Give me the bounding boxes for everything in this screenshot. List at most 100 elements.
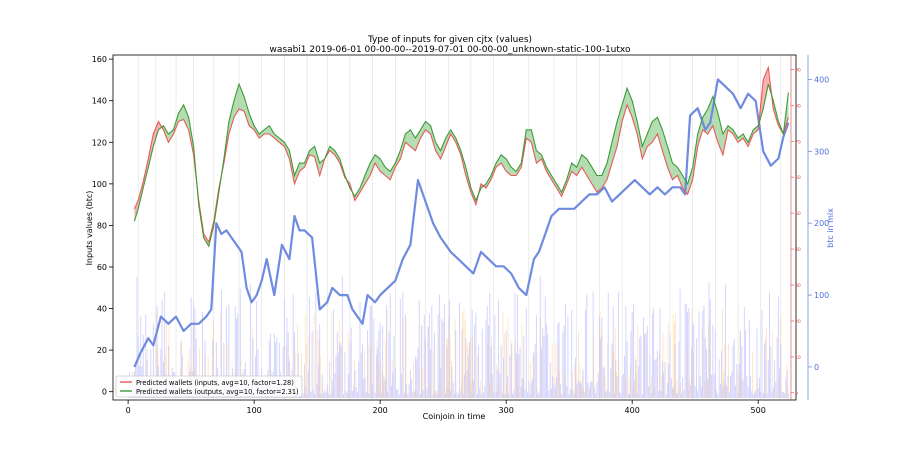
y3-tick-label: 50 bbox=[795, 211, 801, 217]
x-tick-label: 400 bbox=[625, 406, 640, 415]
series-line-outputs bbox=[133, 82, 789, 248]
difference-fill bbox=[677, 167, 683, 189]
y3-tick-label: 10 bbox=[795, 355, 801, 361]
y3-tick-label: 30 bbox=[795, 283, 801, 289]
chart-subtitle: wasabi1 2019-06-01 00-00-00--2019-07-01 … bbox=[270, 45, 631, 55]
difference-fill bbox=[309, 146, 315, 157]
difference-fill bbox=[239, 84, 245, 112]
x-tick-label: 300 bbox=[499, 406, 514, 415]
difference-fill bbox=[264, 125, 270, 134]
x-tick-label: 100 bbox=[246, 406, 261, 415]
y-tick-label: 40 bbox=[97, 305, 107, 314]
difference-fill bbox=[526, 129, 532, 143]
difference-fill bbox=[511, 167, 517, 176]
y-tick-label: 120 bbox=[92, 138, 107, 147]
difference-fill bbox=[647, 121, 653, 147]
y-tick-label: 20 bbox=[97, 346, 107, 355]
y2-axis-label: btc in mix bbox=[826, 208, 835, 248]
difference-fill bbox=[617, 104, 623, 147]
difference-fill bbox=[687, 167, 693, 195]
difference-fill bbox=[586, 158, 592, 184]
y2-tick-label: 400 bbox=[814, 75, 829, 84]
legend-label-inputs: Predicted wallets (inputs, avg=10, facto… bbox=[136, 379, 294, 387]
difference-fill bbox=[153, 121, 159, 147]
difference-fill bbox=[274, 133, 280, 143]
difference-fill bbox=[329, 146, 335, 155]
difference-fill bbox=[652, 117, 658, 143]
y-tick-label: 80 bbox=[97, 221, 107, 230]
difference-fill bbox=[410, 129, 416, 151]
plot-frame bbox=[112, 54, 797, 401]
difference-fill bbox=[727, 125, 733, 134]
difference-fill bbox=[400, 133, 406, 159]
difference-fill bbox=[415, 129, 421, 151]
difference-fill bbox=[576, 154, 582, 176]
difference-fill bbox=[370, 154, 376, 176]
difference-fill bbox=[228, 100, 234, 134]
difference-fill bbox=[299, 163, 305, 172]
difference-fill bbox=[712, 96, 718, 143]
difference-fill bbox=[591, 167, 597, 193]
y-tick-label: 100 bbox=[92, 180, 107, 189]
y-axis-right-red: 0 10 20 30 40 50 60 70 80 90 bbox=[790, 55, 801, 400]
difference-fill bbox=[632, 100, 638, 134]
series-line-btc-in-mix bbox=[133, 78, 790, 368]
difference-fill bbox=[601, 163, 607, 189]
difference-fill bbox=[581, 154, 587, 176]
y-tick-label: 0 bbox=[102, 388, 107, 397]
y3-tick-label: 20 bbox=[795, 319, 801, 325]
y3-tick-label: 40 bbox=[795, 247, 801, 253]
difference-fill bbox=[375, 154, 381, 172]
y-axis-right-blue: 0 100 200 300 400 bbox=[807, 55, 829, 400]
y-tick-label: 140 bbox=[92, 97, 107, 106]
difference-fill bbox=[430, 125, 436, 151]
difference-fill bbox=[753, 125, 759, 134]
y2-tick-label: 100 bbox=[814, 291, 829, 300]
difference-fill bbox=[134, 200, 139, 222]
y3-tick-label: 0 bbox=[795, 391, 798, 397]
difference-fill bbox=[697, 117, 703, 147]
difference-fill bbox=[420, 121, 426, 139]
legend: Predicted wallets (inputs, avg=10, facto… bbox=[115, 375, 303, 398]
difference-fill bbox=[627, 88, 633, 118]
difference-fill bbox=[183, 104, 189, 130]
difference-fill bbox=[365, 163, 371, 184]
difference-fill bbox=[622, 88, 628, 122]
difference-fill bbox=[405, 129, 411, 147]
y3-tick-label: 90 bbox=[795, 67, 801, 73]
series-lines bbox=[133, 65, 790, 368]
x-tick-label: 200 bbox=[373, 406, 388, 415]
legend-box bbox=[115, 375, 303, 398]
difference-fill bbox=[536, 150, 542, 164]
difference-fill bbox=[380, 158, 386, 176]
difference-fill bbox=[501, 154, 507, 172]
difference-fill bbox=[425, 121, 431, 134]
difference-fill bbox=[279, 138, 285, 147]
y2-tick-label: 0 bbox=[814, 363, 819, 372]
x-axis-label: Coinjoin in time bbox=[423, 412, 486, 421]
x-axis: 0 100 200 300 400 500 bbox=[126, 400, 766, 415]
difference-fill bbox=[606, 142, 613, 180]
difference-fill bbox=[294, 163, 300, 184]
difference-fill bbox=[642, 133, 648, 159]
difference-fill bbox=[612, 121, 618, 164]
difference-fill bbox=[435, 142, 441, 159]
series-line-inputs bbox=[133, 65, 789, 244]
difference-fill bbox=[259, 129, 265, 139]
difference-fill bbox=[596, 175, 602, 193]
y2-tick-label: 300 bbox=[814, 147, 829, 156]
chart-title: Type of inputs for given cjtx (values) bbox=[367, 35, 532, 45]
difference-fill bbox=[546, 167, 552, 180]
y-axis-left: 0 20 40 60 80 100 120 140 160 bbox=[92, 55, 113, 397]
legend-label-outputs: Predicted wallets (outputs, avg=10, fact… bbox=[136, 388, 299, 396]
difference-fill bbox=[314, 146, 320, 176]
difference-fill bbox=[244, 96, 250, 126]
difference-fill bbox=[440, 138, 446, 159]
difference-fill bbox=[637, 121, 643, 159]
y3-tick-label: 70 bbox=[795, 139, 801, 145]
difference-fill bbox=[672, 163, 678, 180]
difference-fill bbox=[571, 163, 577, 176]
y3-tick-label: 60 bbox=[795, 175, 801, 181]
